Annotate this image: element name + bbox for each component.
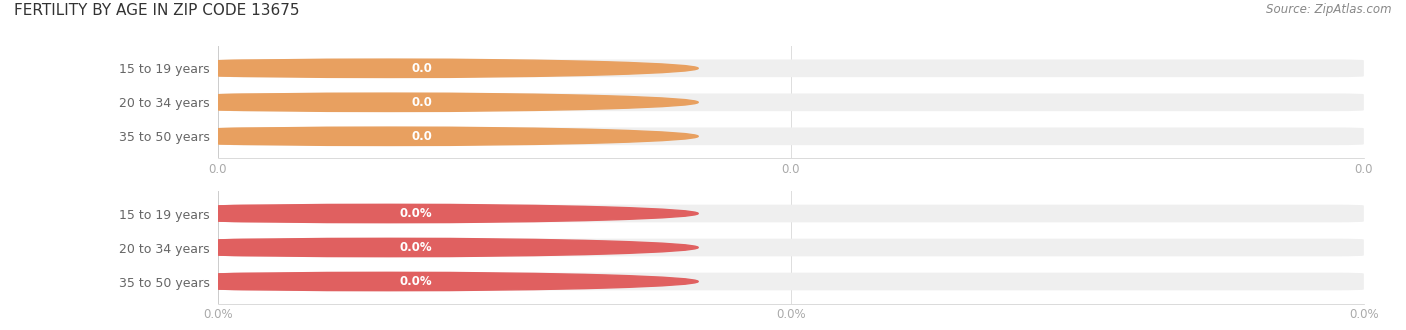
Text: 0.0%: 0.0% xyxy=(399,207,432,220)
Text: 0.0%: 0.0% xyxy=(399,241,432,254)
Text: FERTILITY BY AGE IN ZIP CODE 13675: FERTILITY BY AGE IN ZIP CODE 13675 xyxy=(14,3,299,18)
Text: 0.0: 0.0 xyxy=(412,130,432,143)
Text: Source: ZipAtlas.com: Source: ZipAtlas.com xyxy=(1267,3,1392,16)
FancyBboxPatch shape xyxy=(218,205,1364,222)
FancyBboxPatch shape xyxy=(218,239,441,256)
Circle shape xyxy=(79,238,699,257)
FancyBboxPatch shape xyxy=(218,59,1364,77)
FancyBboxPatch shape xyxy=(218,127,441,145)
FancyBboxPatch shape xyxy=(218,273,441,290)
FancyBboxPatch shape xyxy=(218,59,441,77)
Circle shape xyxy=(79,93,699,112)
FancyBboxPatch shape xyxy=(218,93,1364,111)
FancyBboxPatch shape xyxy=(218,205,441,222)
FancyBboxPatch shape xyxy=(218,239,1364,256)
Circle shape xyxy=(79,59,699,78)
Text: 0.0: 0.0 xyxy=(412,96,432,109)
FancyBboxPatch shape xyxy=(218,127,1364,145)
FancyBboxPatch shape xyxy=(218,93,441,111)
Circle shape xyxy=(79,127,699,146)
Circle shape xyxy=(79,272,699,291)
Text: 0.0%: 0.0% xyxy=(399,275,432,288)
Circle shape xyxy=(79,204,699,223)
Text: 0.0: 0.0 xyxy=(412,62,432,75)
FancyBboxPatch shape xyxy=(218,273,1364,290)
